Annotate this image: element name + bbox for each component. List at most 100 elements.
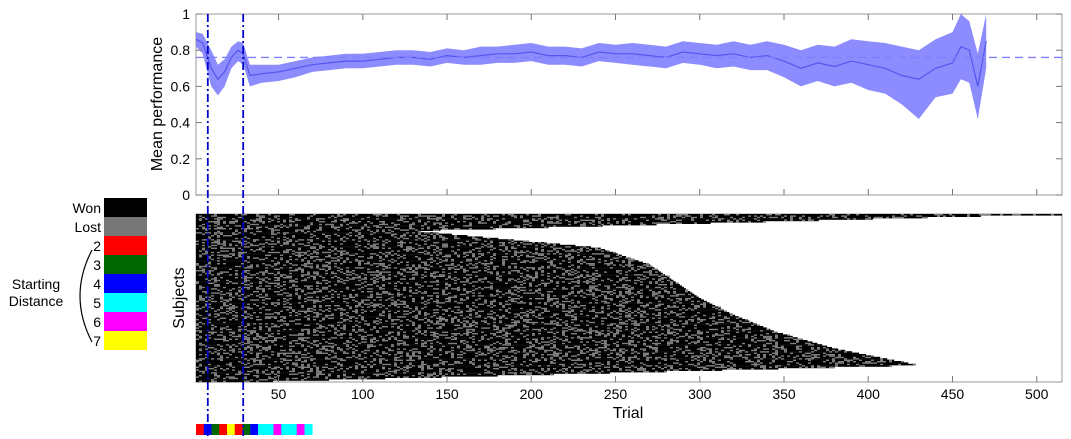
lost-trial-cell [229, 319, 232, 321]
lost-trial-cell [496, 327, 499, 329]
lost-trial-cell [499, 351, 502, 353]
lost-trial-cell [664, 334, 667, 336]
lost-trial-cell [454, 337, 457, 339]
lost-trial-cell [466, 296, 469, 299]
lost-trial-cell [271, 323, 274, 325]
lost-trial-cell [322, 338, 325, 341]
lost-trial-cell [598, 275, 601, 278]
lost-trial-cell [409, 291, 412, 293]
lost-trial-cell [724, 214, 727, 216]
lost-trial-cell [370, 340, 373, 342]
lost-trial-cell [196, 300, 199, 303]
lost-trial-cell [277, 279, 280, 282]
lost-trial-cell [343, 309, 346, 311]
lost-trial-cell [247, 286, 250, 289]
lost-trial-cell [601, 342, 604, 345]
lost-trial-cell [475, 271, 478, 273]
lost-trial-cell [619, 319, 622, 321]
lost-trial-cell [355, 230, 358, 233]
lost-trial-cell [517, 338, 520, 341]
lost-trial-cell [229, 289, 232, 292]
lost-trial-cell [436, 309, 439, 311]
lost-trial-cell [337, 281, 340, 283]
lost-trial-cell [316, 352, 319, 355]
lost-trial-cell [217, 239, 220, 241]
lost-trial-cell [463, 284, 466, 286]
lost-trial-cell [352, 348, 355, 350]
lost-trial-cell [499, 321, 502, 324]
lost-trial-cell [238, 298, 241, 300]
lost-trial-cell [484, 278, 487, 280]
lost-trial-cell [532, 355, 535, 357]
lost-trial-cell [433, 235, 436, 237]
lost-trial-cell [208, 331, 211, 334]
lost-trial-cell [322, 319, 325, 321]
lost-trial-cell [679, 348, 682, 350]
lost-trial-cell [211, 274, 214, 276]
lost-trial-cell [583, 270, 586, 272]
lost-trial-cell [775, 342, 778, 345]
lost-trial-cell [784, 337, 787, 339]
lost-trial-cell [643, 349, 646, 352]
lost-trial-cell [430, 327, 433, 329]
lost-trial-cell [553, 222, 556, 224]
lost-trial-cell [514, 216, 517, 219]
lost-trial-cell [631, 264, 634, 266]
lost-trial-cell [343, 351, 346, 353]
lost-trial-cell [640, 305, 643, 307]
lost-trial-cell [676, 349, 679, 352]
lost-trial-cell [559, 267, 562, 269]
lost-trial-cell [229, 253, 232, 255]
lost-trial-cell [592, 219, 595, 222]
lost-trial-cell [280, 257, 283, 259]
lost-trial-cell [313, 292, 316, 294]
lost-trial-cell [478, 247, 481, 250]
lost-trial-cell [643, 216, 646, 219]
lost-trial-cell [628, 310, 631, 313]
lost-trial-cell [367, 271, 370, 273]
lost-trial-cell [694, 222, 697, 224]
lost-trial-cell [391, 335, 394, 338]
lost-trial-cell [673, 305, 676, 307]
lost-trial-cell [484, 263, 487, 265]
lost-trial-cell [682, 312, 685, 314]
lost-trial-cell [532, 242, 535, 244]
lost-trial-cell [589, 222, 592, 224]
lost-trial-cell [259, 226, 262, 229]
lost-trial-cell [436, 232, 439, 234]
lost-trial-cell [292, 284, 295, 286]
lost-trial-cell [652, 328, 655, 331]
lost-trial-cell [382, 240, 385, 243]
lost-trial-cell [475, 352, 478, 355]
lost-trial-cell [676, 295, 679, 297]
lost-trial-cell [361, 335, 364, 338]
lost-trial-cell [235, 214, 238, 216]
lost-trial-cell [760, 215, 763, 217]
lost-trial-cell [673, 306, 676, 308]
lost-trial-cell [403, 341, 406, 343]
lost-trial-cell [649, 265, 652, 268]
lost-trial-cell [403, 235, 406, 237]
lost-trial-cell [541, 282, 544, 285]
lost-trial-cell [577, 260, 580, 262]
lost-trial-cell [499, 242, 502, 244]
lost-trial-cell [457, 302, 460, 304]
lost-trial-cell [229, 268, 232, 271]
lost-trial-cell [376, 225, 379, 227]
lost-trial-cell [493, 265, 496, 268]
lost-trial-cell [454, 306, 457, 308]
lost-trial-cell [325, 341, 328, 343]
lost-trial-cell [526, 352, 529, 355]
lost-trial-cell [415, 314, 418, 317]
lost-trial-cell [544, 284, 547, 286]
lost-trial-cell [523, 277, 526, 279]
lost-trial-cell [706, 335, 709, 338]
ytick-label: 0.6 [171, 78, 191, 94]
lost-trial-cell [289, 258, 292, 261]
lost-trial-cell [814, 349, 817, 352]
lost-trial-cell [448, 337, 451, 339]
lost-trial-cell [217, 349, 220, 352]
lost-trial-cell [244, 270, 247, 272]
lost-trial-cell [367, 303, 370, 306]
lost-trial-cell [568, 272, 571, 275]
